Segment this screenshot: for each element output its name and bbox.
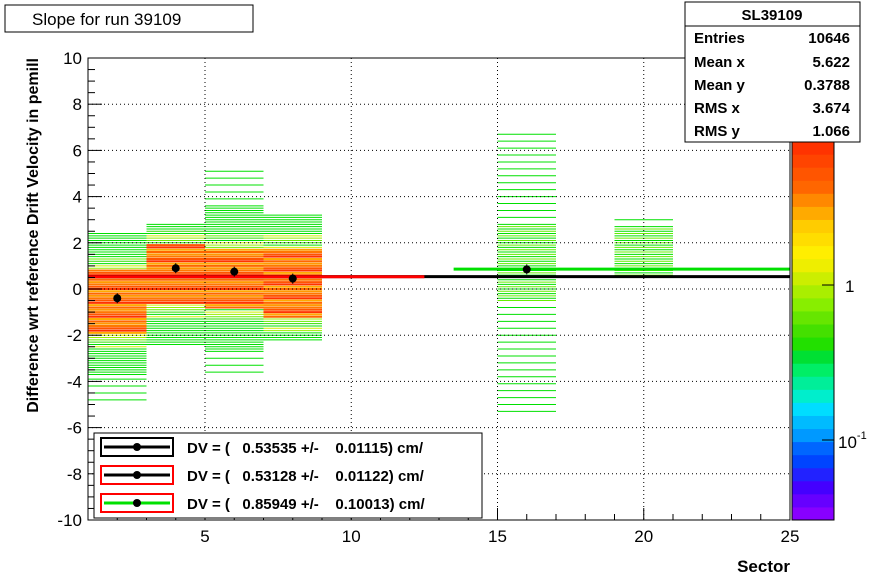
- y-tick-label: 10: [63, 49, 82, 68]
- y-tick-label: 8: [73, 95, 82, 114]
- colorbar-segment: [792, 337, 834, 351]
- y-tick-label: 4: [73, 188, 82, 207]
- stats-value-mean-x: 5.622: [812, 54, 850, 71]
- profile-point: [522, 265, 531, 274]
- colorbar-segment: [792, 297, 834, 312]
- colorbar-segment: [792, 363, 834, 377]
- fit-lines: [88, 267, 790, 279]
- y-tick-label: -4: [67, 372, 82, 391]
- y-tick-label: 2: [73, 234, 82, 253]
- colorbar-segment: [792, 167, 834, 181]
- stats-value-rms-y: 1.066: [812, 123, 850, 140]
- x-tick-label: 5: [200, 527, 209, 546]
- stats-label-mean-x: Mean x: [694, 54, 746, 71]
- colorbar-segment: [792, 454, 834, 469]
- legend-text-3: DV = ( 0.85949 +/- 0.10013) cm/: [187, 496, 425, 513]
- colorbar-segment: [792, 206, 834, 220]
- colorbar: [791, 127, 835, 521]
- legend-text-2: DV = ( 0.53128 +/- 0.01122) cm/: [187, 468, 425, 485]
- colorbar-label-exponent: -1: [857, 430, 867, 442]
- x-tick-label: 10: [342, 527, 361, 546]
- profile-point: [230, 267, 239, 276]
- profile-point: [171, 264, 180, 273]
- x-tick-label: 15: [488, 527, 507, 546]
- chart-title: Slope for run 39109: [32, 10, 181, 29]
- legend-box-symbol: [100, 465, 174, 485]
- stats-value-mean-y: 0.3788: [804, 77, 850, 94]
- colorbar-segment: [792, 219, 834, 234]
- stats-label-rms-y: RMS y: [694, 123, 741, 140]
- stats-label-entries: Entries: [694, 30, 745, 47]
- x-tick-label: 20: [634, 527, 653, 546]
- colorbar-segment: [792, 180, 834, 194]
- stats-rows: Entries 10646 Mean x 5.622 Mean y 0.3788…: [694, 30, 851, 140]
- stats-value-entries: 10646: [808, 30, 850, 47]
- profile-points: [113, 263, 531, 304]
- colorbar-segment: [792, 154, 834, 168]
- colorbar-segment: [792, 467, 834, 482]
- colorbar-segment: [792, 389, 834, 403]
- stats-box: [684, 1, 861, 143]
- colorbar-segment: [792, 376, 834, 390]
- stats-name: SL39109: [742, 7, 803, 24]
- colorbar-segment: [792, 324, 834, 338]
- profile-point: [288, 274, 297, 283]
- colorbar-segment: [792, 480, 834, 495]
- y-tick-label: 6: [73, 141, 82, 160]
- colorbar-segment: [792, 506, 834, 521]
- x-tick-label: 25: [781, 527, 800, 546]
- colorbar-segment: [792, 428, 834, 443]
- y-tick-label: -2: [67, 326, 82, 345]
- axes: 5 10 15 20 25 -10 -8 -6 -4 -2 0 2 4 6 8 10: [57, 49, 799, 546]
- colorbar-segment: [792, 441, 834, 456]
- legend-box-symbol: [100, 437, 174, 457]
- colorbar-segment: [792, 232, 834, 247]
- y-tick-label: -6: [67, 419, 82, 438]
- legend-marker-symbol: [133, 499, 141, 507]
- colorbar-segment: [792, 271, 834, 286]
- colorbar-label-1: 1: [845, 277, 854, 296]
- y-tick-label: -8: [67, 465, 82, 484]
- colorbar-segment: [792, 350, 834, 364]
- legend: [100, 437, 174, 513]
- legend-text-1: DV = ( 0.53535 +/- 0.01115) cm/: [187, 440, 424, 457]
- x-axis-label: Sector: [737, 557, 790, 576]
- colorbar-segment: [792, 415, 834, 430]
- legend-box-symbol: [100, 493, 174, 513]
- stats-label-rms-x: RMS x: [694, 100, 741, 117]
- y-axis-label: Difference wrt reference Drift Velocity …: [25, 58, 42, 413]
- colorbar-segment: [792, 402, 834, 416]
- colorbar-segment: [792, 310, 834, 325]
- y-tick-label: -10: [57, 511, 82, 530]
- colorbar-segment: [792, 193, 834, 207]
- stats-value-rms-x: 3.674: [812, 100, 850, 117]
- colorbar-segment: [792, 245, 834, 260]
- colorbar-segment: [792, 493, 834, 508]
- title-box: [4, 4, 254, 33]
- legend-marker-symbol: [133, 471, 141, 479]
- colorbar-segment: [792, 141, 834, 155]
- colorbar-segment: [792, 258, 834, 273]
- stats-label-mean-y: Mean y: [694, 77, 746, 94]
- colorbar-segment: [792, 284, 834, 299]
- y-tick-label: 0: [73, 280, 82, 299]
- legend-marker-symbol: [133, 443, 141, 451]
- profile-point: [113, 294, 122, 303]
